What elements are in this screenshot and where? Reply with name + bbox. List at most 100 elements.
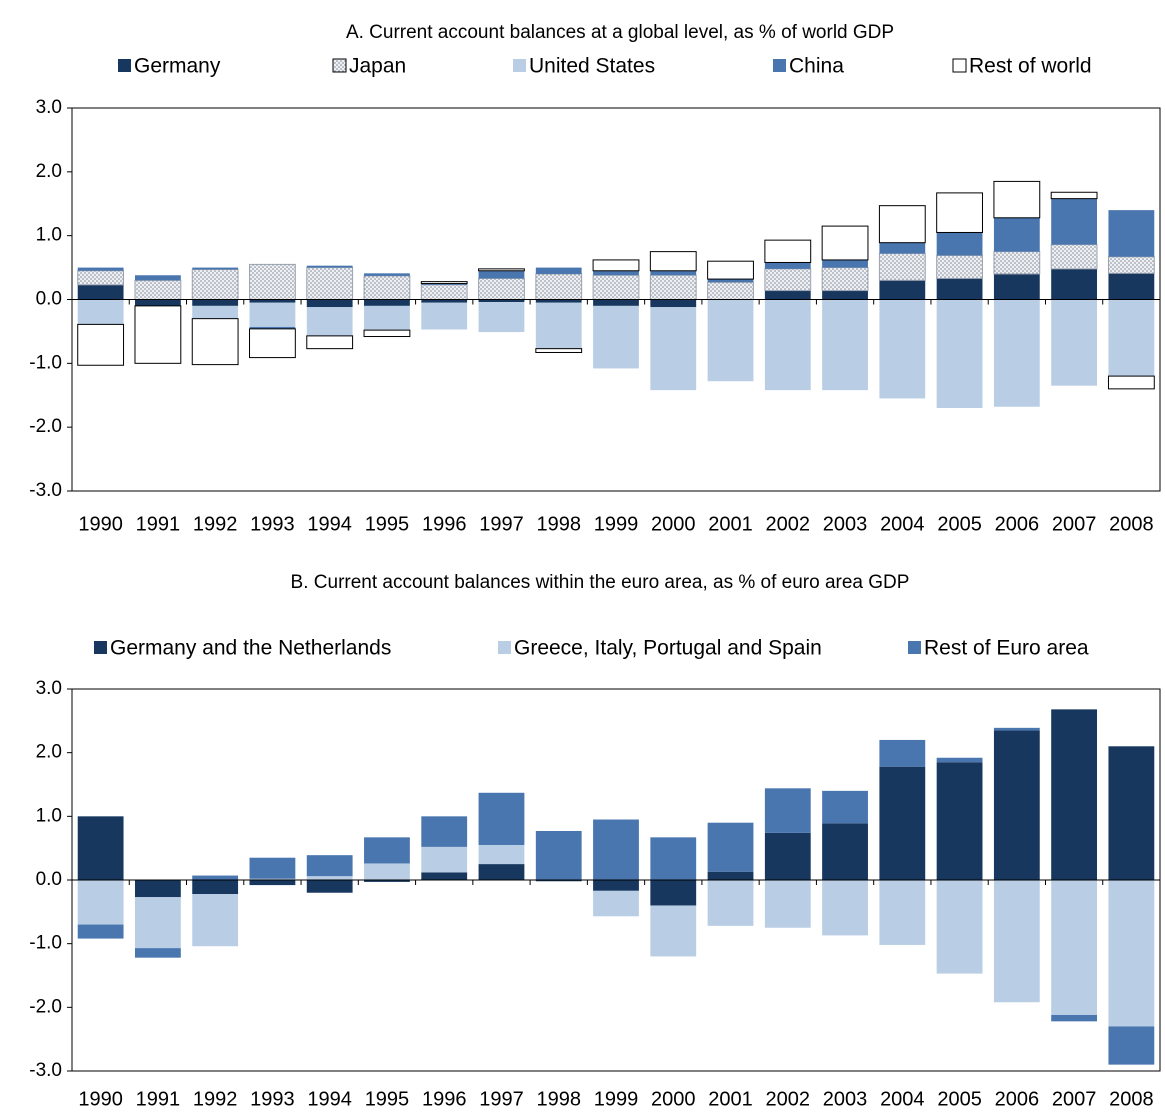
bar-segment bbox=[249, 263, 296, 300]
plot-frame bbox=[71, 107, 1161, 492]
bar-segment bbox=[478, 277, 525, 300]
chart-title: B. Current account balances within the e… bbox=[291, 572, 910, 593]
legend-swatch bbox=[94, 641, 107, 654]
bar-segment bbox=[364, 305, 410, 331]
bar-segment bbox=[364, 299, 410, 306]
x-tick-label: 2004 bbox=[880, 1088, 925, 1110]
bar-segment bbox=[364, 880, 410, 882]
bar-segment bbox=[478, 270, 525, 279]
x-tick-label: 1997 bbox=[479, 1088, 524, 1110]
x-tick-label: 2005 bbox=[937, 513, 982, 535]
x-tick-label: 2003 bbox=[823, 513, 868, 535]
y-tick-label: -1.0 bbox=[29, 352, 62, 373]
x-tick-label: 1990 bbox=[78, 513, 123, 535]
bar-segment bbox=[192, 267, 239, 270]
bar-segment bbox=[1051, 299, 1098, 386]
bar-segment bbox=[936, 278, 983, 300]
y-tick-label: 2.0 bbox=[36, 742, 62, 763]
bar-segment bbox=[993, 251, 1041, 275]
bar-segment bbox=[1108, 880, 1155, 1027]
bar-segment bbox=[993, 727, 1040, 731]
bar-segment bbox=[764, 788, 811, 833]
bar-segment bbox=[249, 302, 296, 327]
bar-segment bbox=[421, 302, 468, 330]
x-tick-label: 2001 bbox=[708, 1088, 753, 1110]
bar-segment bbox=[364, 863, 410, 880]
bar-segment bbox=[1108, 210, 1155, 257]
bar-segment bbox=[77, 270, 125, 286]
bar-segment bbox=[592, 259, 640, 272]
x-tick-label: 1994 bbox=[307, 513, 352, 535]
y-tick-label: 1.0 bbox=[36, 225, 62, 246]
legend-label: Greece, Italy, Portugal and Spain bbox=[514, 637, 822, 660]
bar-segment bbox=[764, 262, 811, 269]
x-tick-label: 1990 bbox=[78, 1088, 123, 1110]
bar-segment bbox=[707, 880, 754, 926]
bar-segment bbox=[478, 299, 525, 303]
bar-segment bbox=[363, 275, 411, 300]
bar-segment bbox=[993, 299, 1040, 407]
legend-label: United States bbox=[529, 55, 655, 78]
bar-segment bbox=[421, 872, 468, 880]
bar-segment bbox=[191, 318, 239, 366]
bar-segment bbox=[306, 299, 353, 308]
bar-segment bbox=[420, 281, 468, 285]
bar-segment bbox=[593, 305, 639, 369]
y-tick-label: -3.0 bbox=[29, 1060, 62, 1081]
bar-segment bbox=[993, 180, 1041, 219]
x-tick-label: 2000 bbox=[651, 1088, 696, 1110]
bar-segment bbox=[936, 762, 983, 880]
y-tick-label: 0.0 bbox=[36, 289, 62, 310]
bar-segment bbox=[593, 299, 639, 306]
bar-segment bbox=[879, 739, 926, 767]
bar-segment bbox=[593, 270, 639, 276]
bar-segment bbox=[1051, 198, 1098, 245]
bar-segment bbox=[764, 239, 812, 263]
bar-segment bbox=[134, 299, 181, 306]
bar-segment bbox=[77, 880, 124, 925]
bar-segment bbox=[421, 846, 468, 873]
x-tick-label: 1991 bbox=[136, 513, 181, 535]
x-tick-label: 2006 bbox=[995, 513, 1040, 535]
bar-segment bbox=[535, 830, 582, 880]
bar-segment bbox=[1051, 709, 1098, 880]
bar-segment bbox=[650, 299, 697, 308]
bar-segment bbox=[822, 823, 868, 880]
bar-segment bbox=[421, 816, 468, 847]
bar-segment bbox=[535, 348, 583, 353]
bar-segment bbox=[478, 268, 525, 272]
legend-label: China bbox=[789, 55, 844, 78]
bar-segment bbox=[134, 305, 182, 364]
bar-segment bbox=[535, 273, 583, 301]
x-tick-label: 2001 bbox=[708, 513, 753, 535]
y-tick-label: 1.0 bbox=[36, 805, 62, 826]
bar-segment bbox=[879, 242, 926, 254]
bar-segment bbox=[764, 290, 811, 300]
bar-segment bbox=[1108, 299, 1155, 377]
bar-segment bbox=[192, 875, 239, 880]
bar-segment bbox=[1051, 1014, 1098, 1022]
bar-segment bbox=[1050, 191, 1098, 200]
bar-segment bbox=[192, 894, 239, 947]
bar-segment bbox=[306, 855, 353, 877]
bar-segment bbox=[822, 880, 868, 936]
legend-swatch bbox=[773, 59, 786, 72]
y-tick-label: 3.0 bbox=[36, 97, 62, 118]
bar-segment bbox=[363, 329, 411, 338]
bar-segment bbox=[821, 225, 869, 261]
bar-segment bbox=[77, 284, 124, 300]
y-tick-label: 0.0 bbox=[36, 869, 62, 890]
bar-segment bbox=[249, 326, 296, 329]
legend-swatch bbox=[498, 641, 511, 654]
bar-segment bbox=[1107, 256, 1155, 274]
x-tick-label: 2003 bbox=[823, 1088, 868, 1110]
x-tick-label: 2006 bbox=[995, 1088, 1040, 1110]
bar-segment bbox=[77, 323, 125, 366]
bar-segment bbox=[306, 876, 353, 880]
bar-segment bbox=[593, 880, 639, 891]
x-tick-label: 1999 bbox=[594, 513, 639, 535]
bar-segment bbox=[1050, 244, 1098, 270]
bar-segment bbox=[936, 757, 983, 763]
bar-segment bbox=[364, 273, 410, 276]
